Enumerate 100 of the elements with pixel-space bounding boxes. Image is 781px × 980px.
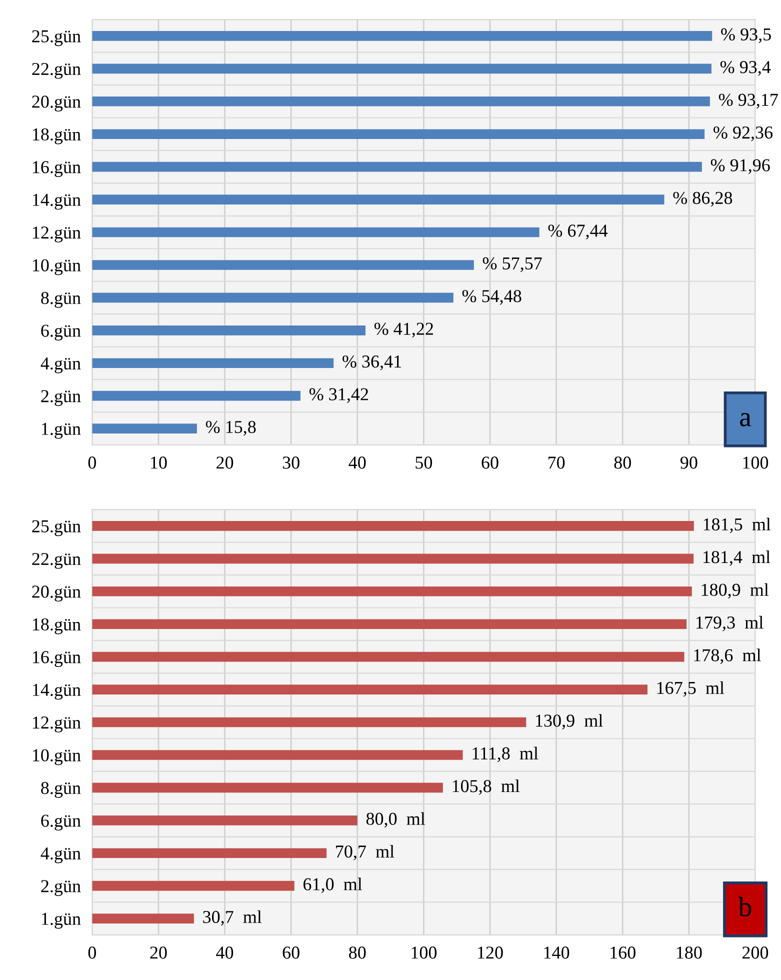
x-tick-label: 120 — [478, 946, 503, 959]
data-label: 130,9 ml — [536, 714, 603, 730]
bar — [92, 227, 540, 238]
x-tick-label: 40 — [348, 456, 366, 469]
data-label: 181,5 ml — [704, 518, 771, 534]
data-label: 111,8 ml — [472, 746, 538, 762]
bar — [92, 619, 687, 630]
bar — [92, 848, 327, 858]
y-tick-label: 6.gün — [41, 814, 81, 831]
bar — [92, 782, 443, 793]
data-label: 80,0 ml — [366, 812, 426, 828]
annotation: a — [740, 413, 752, 426]
y-tick-label: 4.gün — [40, 357, 81, 374]
bar — [92, 914, 194, 924]
bar — [92, 816, 358, 826]
data-label: 179,3 ml — [696, 616, 764, 632]
bar — [92, 260, 474, 270]
y-tick-label: 1.gün — [42, 422, 81, 439]
y-tick-label: 12.gün — [32, 716, 81, 732]
data-label: 105,8 ml — [452, 780, 520, 795]
x-tick-label: 80 — [349, 946, 366, 959]
y-tick-label: 18.gün — [32, 618, 81, 634]
bar — [92, 390, 300, 401]
y-tick-label: 22.gün — [32, 62, 81, 79]
y-tick-label: 12.gün — [32, 226, 81, 242]
data-label: 61,0 ml — [304, 878, 362, 893]
x-tick-label: 90 — [680, 456, 698, 469]
bar — [92, 521, 694, 531]
data-label: % 54,48 — [462, 290, 522, 305]
data-label: % 31,42 — [309, 388, 368, 403]
x-tick-label: 100 — [743, 456, 768, 469]
bar — [92, 96, 710, 106]
data-label: % 93,4 — [720, 61, 771, 76]
bar — [92, 750, 463, 760]
bar — [92, 326, 366, 336]
y-tick-label: 25.gün — [32, 520, 81, 536]
x-tick-label: 70 — [548, 456, 565, 469]
bar — [92, 554, 694, 564]
x-tick-label: 60 — [482, 456, 498, 469]
data-label: % 36,41 — [342, 355, 402, 370]
y-tick-label: 8.gün — [41, 292, 81, 308]
data-label: 167,5 ml — [657, 681, 724, 697]
bar — [92, 652, 684, 662]
x-tick-label: 160 — [610, 946, 636, 959]
x-tick-label: 40 — [216, 946, 234, 959]
bar — [92, 129, 705, 140]
y-tick-label: 16.gün — [32, 161, 81, 177]
y-tick-label: 2.gün — [41, 880, 81, 896]
bar — [92, 717, 526, 728]
data-label: 30,7 ml — [203, 910, 262, 926]
data-label: 178,6 ml — [694, 648, 761, 664]
data-label: % 57,57 — [482, 257, 542, 272]
x-tick-label: 80 — [614, 456, 631, 469]
x-tick-label: 200 — [742, 946, 768, 959]
x-tick-label: 20 — [150, 946, 167, 959]
y-tick-label: 20.gün — [32, 586, 81, 602]
data-label: % 92,36 — [714, 126, 773, 142]
x-tick-label: 20 — [216, 456, 234, 469]
y-tick-label: 14.gün — [32, 194, 81, 210]
data-label: % 93,5 — [721, 28, 771, 44]
y-tick-label: 10.gün — [32, 259, 81, 276]
bar — [92, 292, 454, 303]
y-tick-label: 8.gün — [41, 782, 81, 798]
bar — [92, 162, 702, 172]
bar — [92, 358, 334, 368]
data-label: % 86,28 — [673, 192, 732, 207]
bar — [92, 586, 692, 596]
bar — [92, 684, 648, 694]
annotation: b — [738, 896, 752, 916]
y-tick-label: 2.gün — [41, 390, 81, 406]
bar — [92, 880, 294, 891]
y-tick-label: 10.gün — [32, 749, 81, 766]
x-tick-label: 180 — [676, 946, 702, 959]
x-tick-label: 10 — [151, 456, 167, 469]
y-tick-label: 25.gün — [32, 30, 81, 46]
y-tick-label: 1.gün — [42, 912, 81, 929]
y-tick-label: 14.gün — [32, 684, 81, 700]
x-tick-label: 140 — [544, 946, 570, 959]
y-tick-label: 4.gün — [40, 847, 81, 864]
x-tick-label: 100 — [412, 946, 437, 959]
x-tick-label: 50 — [416, 456, 432, 469]
data-label: % 67,44 — [548, 224, 608, 240]
x-tick-label: 60 — [282, 946, 300, 959]
y-tick-label: 20.gün — [32, 96, 81, 112]
bar — [92, 31, 712, 41]
data-label: 180,9 ml — [702, 583, 769, 599]
y-tick-label: 6.gün — [41, 324, 81, 341]
x-tick-label: 30 — [282, 456, 300, 469]
bar — [92, 64, 712, 74]
bar — [92, 424, 197, 434]
data-label: 181,4 ml — [703, 550, 770, 566]
data-label: % 93,17 — [718, 94, 778, 109]
x-tick-label: 0 — [88, 456, 96, 469]
data-label: % 41,22 — [374, 322, 433, 338]
x-tick-label: 0 — [88, 946, 96, 959]
bar — [92, 194, 664, 204]
data-label: % 15,8 — [206, 420, 256, 436]
data-label: % 91,96 — [710, 159, 770, 174]
y-tick-label: 18.gün — [32, 128, 81, 144]
y-tick-label: 16.gün — [32, 651, 81, 667]
